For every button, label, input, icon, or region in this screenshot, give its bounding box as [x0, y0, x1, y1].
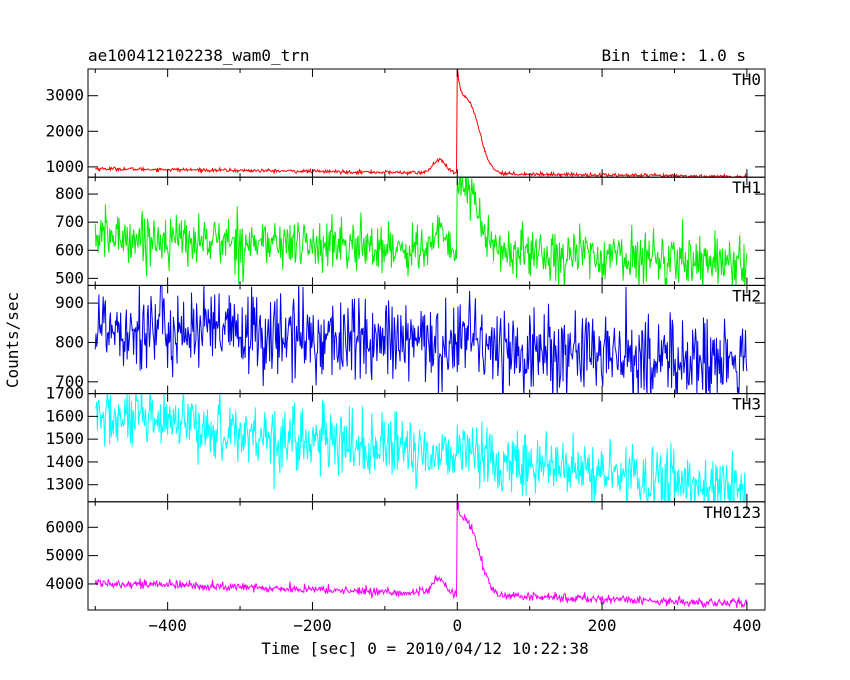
series-line-th0 [94, 69, 748, 178]
panel-stack: 1000 2000 3000 TH0 500 600 700 800 TH1 700 800 900 T… [45, 68, 766, 611]
y-tick-label: 700 [55, 372, 84, 391]
y-tick-label: 1000 [45, 157, 84, 176]
y-tick-label: 6000 [45, 517, 84, 536]
x-tick-label: 400 [732, 616, 761, 635]
y-tick-label: 900 [55, 293, 84, 312]
panel-th3: 1300 1400 1500 1600 1700 TH3 [45, 384, 766, 503]
panel-th0: 1000 2000 3000 TH0 [45, 68, 766, 178]
y-tick-label: 1300 [45, 475, 84, 494]
y-tick-label: 700 [55, 212, 84, 231]
panel-label-th1: TH1 [732, 178, 761, 197]
x-tick-label: 200 [588, 616, 617, 635]
series-line-th3 [95, 393, 747, 502]
y-tick-label: 600 [55, 240, 84, 259]
y-axis-label: Counts/sec [3, 292, 22, 388]
bin-time-label: Bin time: 1.0 s [602, 46, 747, 65]
panel-label-th0123: TH0123 [703, 503, 761, 522]
y-tick-label: 1600 [45, 406, 84, 425]
y-tick-label: 500 [55, 268, 84, 287]
panel-th2: 700 800 900 TH2 [55, 284, 766, 395]
panel-label-th0: TH0 [732, 70, 761, 89]
x-tick-label: −200 [293, 616, 332, 635]
panel-th1: 500 600 700 800 TH1 [55, 176, 766, 287]
panel-label-th3: TH3 [732, 395, 761, 414]
y-tick-label: 800 [55, 184, 84, 203]
x-tick-label: −400 [148, 616, 187, 635]
x-tick-label: 0 [452, 616, 462, 635]
y-tick-label: 5000 [45, 546, 84, 565]
x-axis-label: Time [sec] 0 = 2010/04/12 10:22:38 [261, 639, 589, 658]
series-line-th0123 [94, 501, 748, 609]
panel-label-th2: TH2 [732, 286, 761, 305]
chart-title: ae100412102238_wam0_trn [88, 46, 310, 65]
x-tick-labels: −400 −200 0 200 400 [148, 616, 761, 635]
series-line-th2 [94, 285, 748, 394]
y-tick-label: 1400 [45, 452, 84, 471]
y-tick-label: 4000 [45, 574, 84, 593]
y-tick-label: 2000 [45, 121, 84, 140]
y-tick-label: 1500 [45, 429, 84, 448]
panel-frame [87, 68, 766, 178]
panel-frame [87, 501, 766, 611]
y-tick-label: 800 [55, 332, 84, 351]
y-tick-label: 1700 [45, 384, 84, 403]
y-tick-label: 3000 [45, 86, 84, 105]
series-line-th1 [94, 177, 748, 286]
panel-th0123: 4000 5000 6000 TH0123 [45, 501, 766, 611]
